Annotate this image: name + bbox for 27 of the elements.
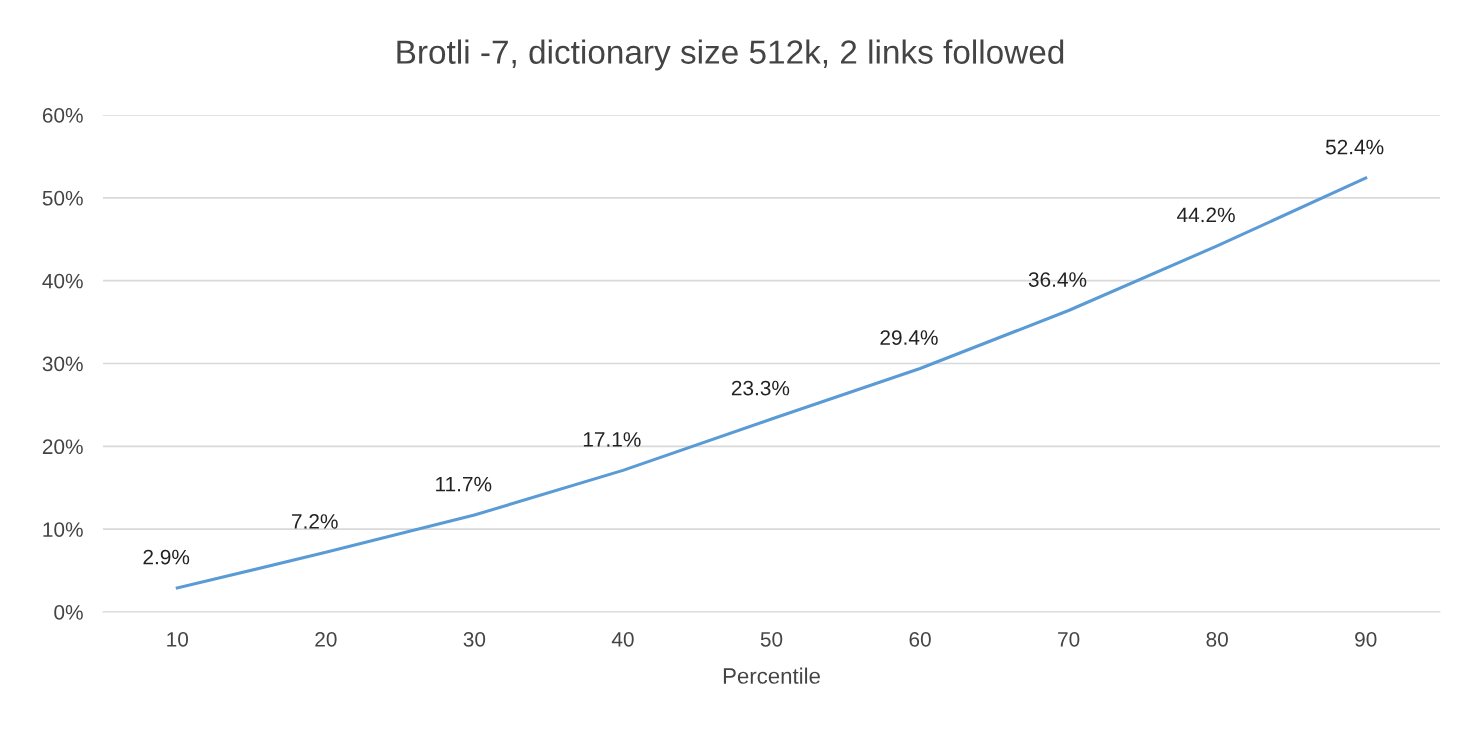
chart-title: Brotli -7, dictionary size 512k, 2 links followed <box>397 39 1064 71</box>
y-tick-label: 60% <box>42 108 83 123</box>
x-tick-label: 70 <box>1058 631 1080 647</box>
x-tick-label: 50 <box>760 631 783 647</box>
y-tick-label: 10% <box>43 522 83 537</box>
x-tick-label: 40 <box>611 631 634 647</box>
x-tick-label: 80 <box>1206 631 1228 647</box>
y-tick-label: 0% <box>54 605 83 620</box>
y-tick-label: 40% <box>42 273 83 289</box>
data-label: 11.7% <box>436 476 492 492</box>
y-tick-label: 20% <box>42 439 83 455</box>
data-label: 17.1% <box>583 432 641 447</box>
data-label: 52.4% <box>1325 139 1384 155</box>
x-tick-label: 10 <box>167 631 189 647</box>
data-label: 7.2% <box>292 514 338 529</box>
y-tick-label: 50% <box>42 190 83 206</box>
x-tick-label: 20 <box>315 631 337 647</box>
data-label: 2.9% <box>143 549 190 565</box>
x-tick-label: 30 <box>463 631 486 647</box>
data-label: 36.4% <box>1028 272 1087 287</box>
data-label: 29.4% <box>880 330 938 345</box>
x-axis-title: Percentile <box>723 667 820 684</box>
x-tick-label: 60 <box>909 631 931 647</box>
y-tick-label: 30% <box>42 356 83 372</box>
data-label: 44.2% <box>1177 207 1235 223</box>
x-tick-label: 90 <box>1355 631 1377 647</box>
data-label: 23.3% <box>731 380 790 396</box>
